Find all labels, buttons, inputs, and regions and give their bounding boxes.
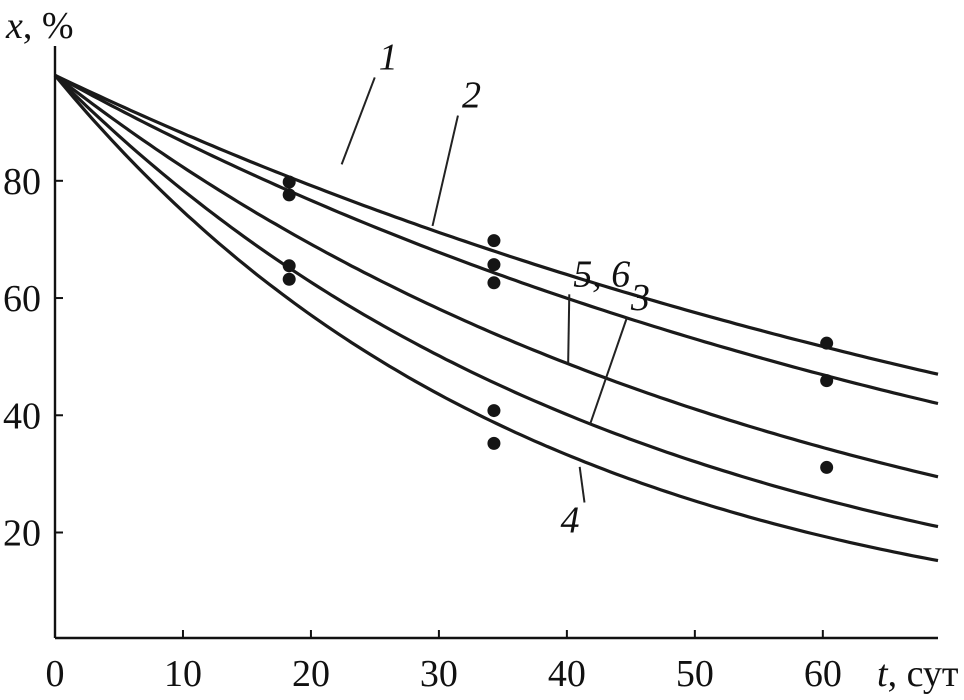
curve-label: 5, 6 [573,253,630,295]
data-points [282,175,834,474]
x-tick-label: 20 [292,653,330,695]
data-point [487,276,501,290]
data-point [282,272,296,286]
x-axis-var: t [877,653,889,695]
x-tick-label: 0 [46,653,65,695]
curve-label: 1 [379,36,398,78]
x-tick-label: 40 [548,653,586,695]
y-tick-label: 40 [3,395,41,437]
data-point [282,259,296,273]
y-tick-label: 60 [3,278,41,320]
x-axis-unit: , сут [888,653,959,695]
curve-5 [53,74,939,563]
data-point [282,175,296,189]
y-tick-label: 20 [3,512,41,554]
y-axis-unit: , % [23,5,74,47]
x-tick-label: 30 [420,653,458,695]
x-axis-title: t, сут [877,653,959,695]
curve-1 [54,73,939,376]
curve-labels: 1 2 5, 63 4 [340,36,650,541]
data-point [820,460,834,474]
axes: 0 10 20 30 40 50 60 20 40 60 80 [3,46,938,695]
x-tick-label: 50 [676,653,714,695]
curves [53,73,939,563]
data-point [820,336,834,350]
y-axis-title: x, % [5,5,74,47]
curve-label: 4 [560,499,579,541]
label-leader-line [567,294,571,364]
curve-label: 2 [462,75,481,117]
label-leader-line [588,317,628,425]
curve-3 [54,74,939,479]
x-tick-label: 60 [804,653,842,695]
data-point [487,258,501,272]
label-leader-line [578,466,586,503]
label-leader-line [340,77,376,165]
y-axis-var: x [5,5,23,47]
data-point [820,374,834,388]
curve-2 [54,73,939,406]
curve-label: 3 [630,277,650,319]
curve-4 [53,74,939,529]
data-point [487,436,501,450]
data-point [487,234,501,248]
label-leader-line [431,115,459,227]
data-point [487,404,501,418]
x-tick-label: 10 [164,653,202,695]
data-point [282,188,296,202]
y-tick-label: 80 [3,161,41,203]
